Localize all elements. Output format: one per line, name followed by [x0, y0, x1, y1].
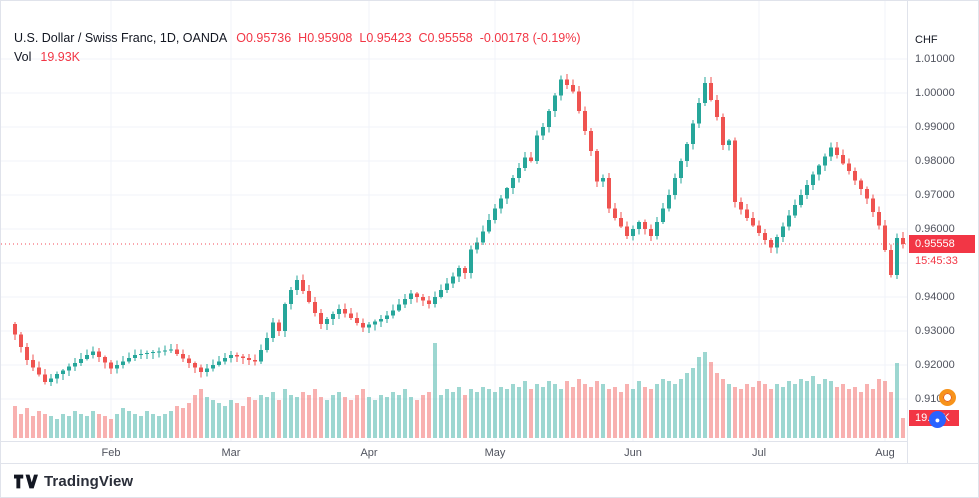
chart-pane[interactable]: U.S. Dollar / Swiss Franc, 1D, OANDA O0.… — [1, 1, 907, 441]
high-value: H0.95908 — [298, 31, 353, 45]
ohlc-values: O0.95736 H0.95908 L0.95423 C0.95558 -0.0… — [236, 31, 580, 45]
close-value: C0.95558 — [418, 31, 473, 45]
low-value: L0.95423 — [359, 31, 412, 45]
tradingview-logo-mark — [14, 474, 38, 489]
candlestick-chart[interactable] — [1, 1, 907, 441]
volume-value: 19.93K — [40, 50, 81, 64]
price-tick-label: 1.00000 — [915, 87, 955, 99]
price-tick-label: 0.98000 — [915, 155, 955, 167]
tradingview-logo-text: TradingView — [44, 473, 134, 490]
price-tick-label: 0.92000 — [915, 359, 955, 371]
last-price-badge: 0.95558 — [909, 235, 975, 254]
legend-row-main: U.S. Dollar / Swiss Franc, 1D, OANDA O0.… — [14, 31, 581, 45]
price-tick-label: 0.94000 — [915, 291, 955, 303]
volume-indicator-label[interactable]: Vol — [14, 50, 32, 64]
month-label: Mar — [221, 447, 241, 459]
month-label: Jul — [751, 447, 767, 459]
price-axis[interactable]: CHF 1.01000 1.00000 0.99000 0.98000 0.97000 0… — [907, 1, 978, 463]
month-label: Apr — [360, 447, 378, 459]
month-label: Feb — [101, 447, 121, 459]
price-tick-label: 0.99000 — [915, 121, 955, 133]
price-tick-label: 0.93000 — [915, 325, 955, 337]
symbol-title[interactable]: U.S. Dollar / Swiss Franc, 1D, OANDA — [14, 31, 228, 45]
footer-toolbar: TradingView — [1, 463, 978, 497]
change-value: -0.00178 (-0.19%) — [479, 31, 581, 45]
price-tick-label: 0.96000 — [915, 223, 955, 235]
month-label: Jun — [624, 447, 642, 459]
legend-row-volume: Vol 19.93K — [14, 50, 80, 64]
currency-label: CHF — [915, 34, 938, 46]
price-tick-label: 0.97000 — [915, 189, 955, 201]
open-value: O0.95736 — [236, 31, 292, 45]
time-axis[interactable]: Feb Mar Apr May Jun Jul Aug — [1, 441, 907, 463]
lifebuoy-icon[interactable] — [939, 389, 956, 406]
globe-icon[interactable]: ● — [929, 411, 946, 428]
month-label: May — [484, 447, 506, 459]
month-label: Aug — [875, 447, 895, 459]
tradingview-logo[interactable]: TradingView — [14, 473, 133, 490]
price-tick-label: 1.01000 — [915, 53, 955, 65]
bar-countdown: 15:45:33 — [915, 255, 958, 268]
